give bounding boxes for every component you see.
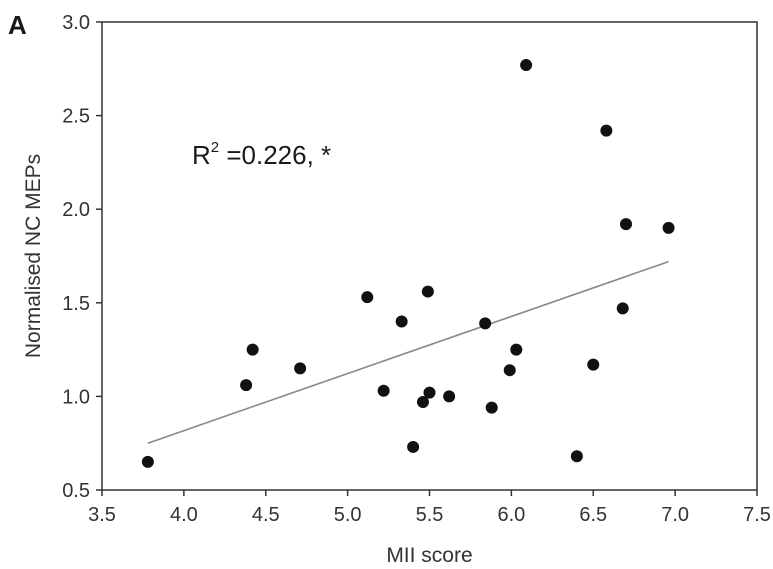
data-point (141, 455, 154, 468)
data-point (423, 386, 436, 399)
x-axis-label: MII score (386, 544, 472, 567)
y-tick-label: 3.0 (62, 12, 90, 34)
data-point (421, 285, 434, 298)
y-axis-label: Normalised NC MEPs (22, 154, 45, 358)
r-squared-annotation: R2 =0.226, * (192, 139, 332, 171)
y-tick-label: 2.5 (62, 106, 90, 128)
data-point (479, 317, 492, 330)
data-point (361, 291, 374, 304)
y-tick-label: 0.5 (62, 480, 90, 502)
x-tick-label: 3.5 (88, 504, 116, 526)
x-tick-label: 4.0 (170, 504, 198, 526)
data-point (416, 396, 429, 409)
data-point (485, 401, 498, 414)
data-point (246, 343, 259, 356)
trendline-layer (147, 260, 669, 444)
annotation-text: =0.226, * (219, 140, 332, 170)
x-tick-label: 7.0 (661, 504, 689, 526)
x-tick-label: 5.0 (334, 504, 362, 526)
data-point (600, 124, 613, 137)
plot-frame (101, 21, 758, 491)
points-layer (141, 59, 675, 468)
data-point (587, 358, 600, 371)
data-point (240, 379, 253, 392)
data-point (407, 440, 420, 453)
y-tick-label: 1.0 (62, 386, 90, 408)
data-point (662, 221, 675, 234)
data-point (510, 343, 523, 356)
y-tick-label: 1.5 (62, 293, 90, 315)
data-point (503, 364, 516, 377)
x-tick-label: 4.5 (252, 504, 280, 526)
data-point (620, 218, 632, 231)
panel-label: A (8, 10, 27, 40)
y-tick-label: 2.0 (62, 199, 90, 221)
x-tick-label: 7.5 (743, 504, 771, 526)
annotation-superscript: 2 (210, 139, 220, 157)
data-point (570, 450, 583, 463)
labels-layer: 3.5 4.0 4.5 5.0 5.5 6.0 6.5 7.0 7.5 0.5 1.0 1.5 2.0 2… (22, 12, 771, 567)
x-tick-label: 6.0 (497, 504, 525, 526)
data-point (520, 59, 533, 72)
data-point (616, 302, 629, 315)
axes (96, 21, 758, 496)
data-point (294, 362, 307, 375)
data-point (443, 390, 456, 403)
x-tick-label: 6.5 (579, 504, 607, 526)
annotation-prefix: R (192, 140, 211, 170)
x-tick-label: 5.5 (416, 504, 444, 526)
trendline (147, 260, 669, 444)
data-point (395, 315, 408, 328)
data-point (377, 384, 390, 397)
